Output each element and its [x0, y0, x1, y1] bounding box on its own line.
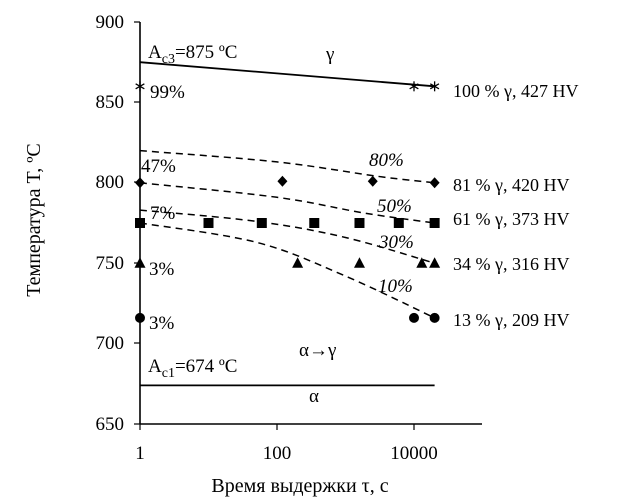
- square-marker: [429, 218, 440, 228]
- x-tick-label: 1: [135, 443, 145, 464]
- triangle-marker: [416, 257, 428, 268]
- square-marker: [393, 218, 404, 228]
- ac3-boundary-line: [139, 61, 435, 88]
- diamond-marker: [367, 175, 378, 187]
- square-marker: [135, 218, 145, 228]
- curve-30-label: 30%: [378, 232, 414, 253]
- pct-47-label: 47%: [141, 156, 176, 177]
- alpha-to-gamma-label: α→γ: [299, 340, 336, 361]
- triangle-marker: [292, 257, 304, 268]
- y-tick-label: 850: [96, 92, 125, 113]
- diamond-marker: [277, 175, 288, 187]
- triangle-marker: [353, 257, 365, 268]
- markers-layer: [134, 81, 441, 323]
- right-labels: 100 % γ, 427 HV 81 % γ, 420 HV 61 % γ, 3…: [453, 81, 578, 330]
- circle-marker: [409, 312, 419, 323]
- circle-marker: [135, 312, 145, 323]
- y-tick-label: 700: [96, 333, 125, 354]
- asterisk-marker: [409, 81, 419, 92]
- alpha-region-label: α: [309, 386, 319, 407]
- right-label-34: 34 % γ, 316 HV: [453, 254, 569, 274]
- triangle-marker: [429, 257, 441, 268]
- ac1-label: Ac1=674 ºC: [148, 356, 237, 381]
- y-tick-label: 800: [96, 172, 125, 193]
- diamond-marker: [135, 177, 145, 189]
- square-marker: [256, 218, 267, 228]
- dashed-curve-10pct: [139, 222, 435, 319]
- asterisk-marker: [135, 81, 145, 92]
- y-tick-label: 750: [96, 253, 125, 274]
- y-axis-title: Температура T, ºC: [23, 143, 45, 297]
- asterisk-marker: [429, 81, 440, 92]
- square-marker: [309, 218, 320, 228]
- curve-50-label: 50%: [377, 196, 412, 217]
- pct-3b-label: 3%: [149, 313, 175, 334]
- pct-7-label: 7%: [150, 203, 176, 224]
- curve-10-label: 10%: [378, 276, 413, 297]
- triangle-marker: [134, 257, 146, 268]
- pct-99-label: 99%: [150, 82, 185, 103]
- y-tick-label: 650: [96, 414, 125, 435]
- square-marker: [354, 218, 365, 228]
- curve-80-label: 80%: [369, 150, 404, 171]
- gamma-region-label: γ: [325, 44, 334, 65]
- x-axis-title: Время выдержки τ, с: [211, 475, 388, 497]
- pct-3a-label: 3%: [149, 259, 175, 280]
- lines-layer: [139, 61, 435, 387]
- dashed-curve-30pct: [139, 209, 435, 264]
- x-tick-label: 10000: [390, 443, 438, 464]
- annotations: Ac3=875 ºC γ 99% 47% 7% 3% 3% 80% 50% 30…: [141, 42, 414, 407]
- right-label-13: 13 % γ, 209 HV: [453, 310, 569, 330]
- dashed-curve-80pct: [139, 149, 435, 184]
- ac3-label: Ac3=875 ºC: [148, 42, 237, 67]
- dashed-curve-50pct: [139, 182, 435, 224]
- right-label-81: 81 % γ, 420 HV: [453, 175, 569, 195]
- circle-marker: [429, 312, 440, 323]
- right-label-61: 61 % γ, 373 HV: [453, 209, 569, 229]
- square-marker: [203, 218, 214, 228]
- y-ticks: 650 700 750 800 850 900: [96, 12, 140, 435]
- right-label-100: 100 % γ, 427 HV: [453, 81, 578, 101]
- x-tick-label: 100: [263, 443, 292, 464]
- x-ticks: 1 100 10000: [135, 424, 438, 464]
- diamond-marker: [429, 177, 440, 189]
- y-tick-label: 900: [96, 12, 125, 33]
